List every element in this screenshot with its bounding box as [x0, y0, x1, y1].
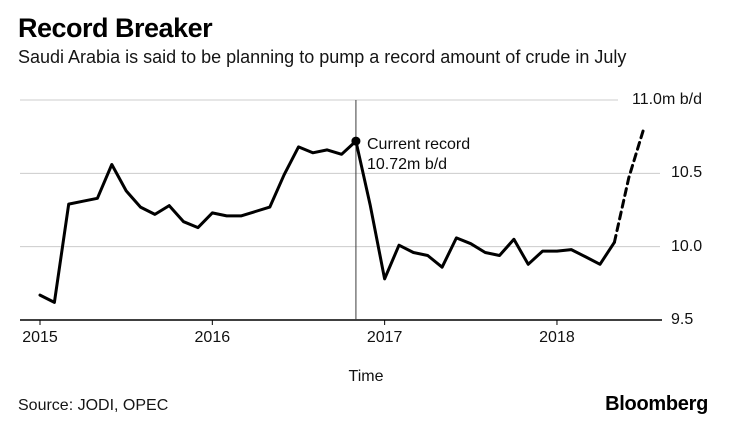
production-line [38, 139, 616, 304]
record-annotation-line2: 10.72m b/d [367, 155, 448, 173]
chart-subtitle: Saudi Arabia is said to be planning to p… [18, 47, 627, 67]
source-note: Source: JODI, OPEC [18, 397, 169, 414]
y-axis-label: 9.5 [671, 311, 694, 328]
record-marker [351, 136, 361, 146]
x-axis-label: 2017 [366, 329, 403, 346]
x-axis-title: Time [348, 368, 384, 385]
record-annotation-line1: Current record [367, 136, 471, 153]
record-annotation: Current record 10.72m b/d [367, 135, 470, 174]
chart-title: Record Breaker [18, 13, 213, 43]
bloomberg-logo: Bloomberg [605, 393, 708, 415]
y-axis-label: 10.5 [671, 164, 703, 182]
x-axis-label: 2018 [539, 329, 575, 346]
y-axis-label: 10.0 [671, 237, 703, 255]
y-axis-label: 11.0m b/d [632, 91, 702, 108]
x-axis-label: 2015 [22, 329, 58, 346]
forecast-dashed-line [612, 129, 645, 244]
x-axis-label: 2016 [194, 329, 231, 346]
